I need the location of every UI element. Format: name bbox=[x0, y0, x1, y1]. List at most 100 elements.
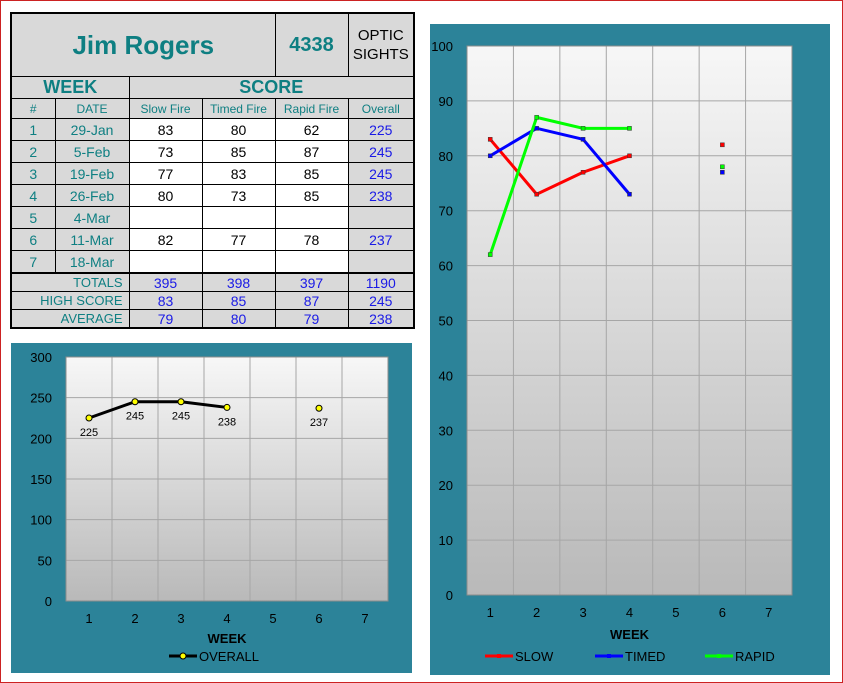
summary-overall-value: 1190 bbox=[347, 272, 415, 292]
slow-fire-score: 80 bbox=[128, 184, 203, 207]
series-line-overall bbox=[88, 400, 228, 420]
timed-fire-score: 83 bbox=[201, 162, 276, 185]
week-number: 3 bbox=[10, 162, 56, 185]
week-date: 18-Mar bbox=[54, 250, 130, 274]
timed-fire-score: 77 bbox=[201, 228, 276, 251]
x-tick-label: 5 bbox=[269, 611, 276, 626]
x-tick-label: 5 bbox=[672, 605, 679, 620]
column-header: # bbox=[10, 98, 56, 119]
timed-fire-score: 80 bbox=[201, 118, 276, 141]
week-number: 7 bbox=[10, 250, 56, 274]
summary-slow-value: 395 bbox=[128, 272, 203, 292]
y-tick-label: 50 bbox=[38, 553, 52, 568]
rapid-fire-score bbox=[274, 206, 349, 229]
legend-label: RAPID bbox=[735, 649, 775, 664]
x-tick-label: 3 bbox=[579, 605, 586, 620]
week-number: 5 bbox=[10, 206, 56, 229]
week-row: 7 18-Mar bbox=[10, 250, 415, 274]
y-tick-label: 200 bbox=[30, 431, 52, 446]
rapid-fire-score: 78 bbox=[274, 228, 349, 251]
week-date: 26-Feb bbox=[54, 184, 130, 207]
data-point bbox=[131, 398, 139, 406]
week-date: 11-Mar bbox=[54, 228, 130, 251]
score-table: Jim Rogers 4338 OPTIC SIGHTS WEEK SCORE … bbox=[10, 12, 416, 329]
sight-type: OPTIC SIGHTS bbox=[347, 12, 415, 77]
data-point bbox=[487, 252, 493, 257]
y-tick-label: 20 bbox=[439, 478, 453, 493]
data-point bbox=[487, 153, 493, 159]
week-row: 6 11-Mar 82 77 78 237 bbox=[10, 228, 415, 251]
legend-label: OVERALL bbox=[199, 649, 259, 664]
rapid-fire-score: 87 bbox=[274, 140, 349, 163]
x-axis-label: WEEK bbox=[610, 627, 650, 642]
legend-marker bbox=[607, 654, 611, 658]
plot-border bbox=[65, 356, 389, 602]
summary-overall-value: 245 bbox=[347, 291, 415, 310]
x-tick-label: 6 bbox=[719, 605, 726, 620]
x-tick-label: 2 bbox=[533, 605, 540, 620]
data-point bbox=[315, 404, 323, 412]
x-tick-label: 7 bbox=[361, 611, 368, 626]
summary-label: HIGH SCORE bbox=[10, 291, 130, 310]
data-point bbox=[627, 191, 632, 197]
slow-fire-score bbox=[128, 250, 203, 274]
shooter-id: 4338 bbox=[274, 12, 349, 77]
x-tick-label: 1 bbox=[85, 611, 92, 626]
fire-type-chart: 0 10 20 30 40 50 60 70 80 90 100 1 2 3 4 5 6 7 WEEK SLOW TIM… bbox=[431, 39, 793, 664]
timed-fire-score bbox=[201, 250, 276, 274]
y-tick-label: 0 bbox=[446, 588, 453, 603]
data-point bbox=[223, 403, 231, 411]
series-line-slow bbox=[489, 138, 631, 196]
data-point bbox=[580, 126, 586, 131]
shooter-name: Jim Rogers bbox=[10, 12, 276, 77]
column-header: Rapid Fire bbox=[274, 98, 349, 119]
data-point bbox=[534, 191, 539, 197]
data-label: 245 bbox=[126, 411, 144, 423]
plot-border bbox=[466, 45, 793, 596]
slow-fire-score: 73 bbox=[128, 140, 203, 163]
x-tick-label: 6 bbox=[315, 611, 322, 626]
y-tick-label: 70 bbox=[439, 204, 453, 219]
y-tick-label: 250 bbox=[30, 391, 52, 406]
x-tick-label: 1 bbox=[487, 605, 494, 620]
series-line-rapid bbox=[488, 115, 630, 256]
timed-fire-score: 85 bbox=[201, 140, 276, 163]
summary-label: TOTALS bbox=[10, 272, 130, 292]
y-tick-label: 100 bbox=[431, 39, 453, 54]
column-header: Timed Fire bbox=[201, 98, 276, 119]
week-header: WEEK bbox=[10, 76, 130, 99]
summary-timed-value: 80 bbox=[201, 309, 276, 329]
y-tick-label: 10 bbox=[439, 533, 453, 548]
overall-score: 225 bbox=[347, 118, 415, 141]
data-point bbox=[534, 126, 539, 131]
overall-score bbox=[347, 250, 415, 274]
overall-score bbox=[347, 206, 415, 229]
week-number: 2 bbox=[10, 140, 56, 163]
summary-rapid-value: 87 bbox=[274, 291, 349, 310]
summary-timed-value: 85 bbox=[201, 291, 276, 310]
summary-rapid-value: 397 bbox=[274, 272, 349, 292]
y-tick-label: 60 bbox=[439, 259, 453, 274]
data-label: 245 bbox=[172, 411, 190, 423]
column-header: Overall bbox=[347, 98, 415, 119]
overall-score: 238 bbox=[347, 184, 415, 207]
overall-score: 245 bbox=[347, 162, 415, 185]
slow-fire-score: 83 bbox=[128, 118, 203, 141]
slow-fire-score: 77 bbox=[128, 162, 203, 185]
overall-score: 245 bbox=[347, 140, 415, 163]
overall-score: 237 bbox=[347, 228, 415, 251]
legend-marker bbox=[717, 654, 721, 658]
data-point bbox=[580, 170, 586, 175]
series-line-timed bbox=[489, 126, 631, 196]
data-label: 238 bbox=[218, 416, 236, 428]
data-point bbox=[720, 164, 725, 170]
y-tick-label: 300 bbox=[30, 350, 52, 365]
week-row: 4 26-Feb 80 73 85 238 bbox=[10, 184, 415, 207]
data-label: 225 bbox=[80, 427, 98, 439]
x-tick-label: 3 bbox=[177, 611, 184, 626]
data-point bbox=[177, 398, 185, 406]
rapid-fire-score: 85 bbox=[274, 184, 349, 207]
x-axis-label: WEEK bbox=[208, 631, 248, 646]
week-row: 5 4-Mar bbox=[10, 206, 415, 229]
slow-fire-score bbox=[128, 206, 203, 229]
